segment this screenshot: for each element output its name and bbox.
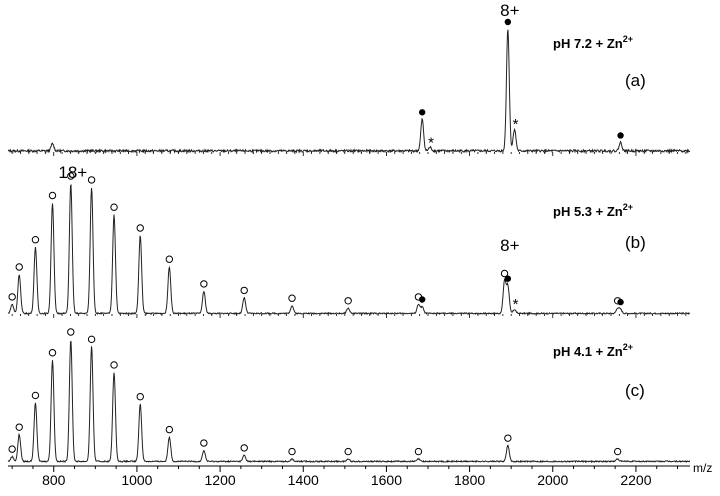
open-peak-marker <box>110 361 118 369</box>
x-tick-label: 1200 <box>205 472 236 488</box>
spectrum-trace <box>7 29 691 154</box>
spectrum-panel-1: * * pH 7.2 + Zn2+ (a) 8+ <box>7 1 691 156</box>
filled-peak-marker <box>418 109 426 116</box>
x-tick-label: 2000 <box>537 472 568 488</box>
x-tick-label: 1000 <box>121 472 152 488</box>
open-peak-marker <box>87 176 96 184</box>
open-peak-marker <box>136 224 144 232</box>
condition-label: pH 7.2 + Zn2+ <box>553 34 633 51</box>
star-peak-marker: * <box>513 296 519 313</box>
open-peak-marker <box>8 293 16 301</box>
charge-state-label: 8+ <box>500 1 519 20</box>
open-peak-marker <box>165 255 174 263</box>
open-peak-marker <box>136 392 144 401</box>
open-peak-marker <box>414 447 423 456</box>
open-peak-marker <box>200 439 208 447</box>
x-tick-label: 800 <box>42 472 66 488</box>
condition-label: pH 5.3 + Zn2+ <box>553 202 633 219</box>
filled-peak-marker <box>418 296 426 303</box>
x-axis-unit: m/z <box>693 461 712 475</box>
charge-state-label: 18+ <box>58 163 87 182</box>
open-peak-marker <box>110 203 118 211</box>
x-axis: 800 1000 1200 1400 1600 1800 2000 2200 m/z <box>8 461 712 488</box>
open-peak-marker <box>500 269 509 278</box>
open-peak-marker <box>200 280 208 288</box>
x-axis-ticks: 800 1000 1200 1400 1600 1800 2000 2200 <box>11 466 679 488</box>
open-peak-marker <box>8 445 16 453</box>
star-peak-marker: * <box>428 134 434 151</box>
filled-peak-marker <box>504 18 512 26</box>
open-peak-marker <box>48 349 57 357</box>
panel-label: (c) <box>625 381 645 400</box>
filled-peak-marker <box>617 298 624 306</box>
open-peak-marker <box>288 294 296 302</box>
open-peak-marker <box>613 447 622 456</box>
panel-label: (a) <box>625 71 646 90</box>
open-peak-marker <box>48 191 57 200</box>
spectrum-trace <box>7 340 690 464</box>
spectrum-panel-2: * pH 5.3 + Zn2+ (b) 18+ 8+ <box>7 163 690 318</box>
spectra-panels: * * pH 7.2 + Zn2+ (a) 8+ * pH 5.3 + Zn2+ (b) 18+… <box>7 1 691 464</box>
spectrum-trace <box>7 183 690 316</box>
open-peak-marker <box>67 172 75 180</box>
open-peak-marker <box>165 425 174 434</box>
spectrum-panel-3: pH 4.1 + Zn2+ (c) <box>7 328 690 464</box>
filled-peak-marker <box>504 275 512 282</box>
x-tick-label: 1800 <box>454 472 485 488</box>
condition-label: pH 4.1 + Zn2+ <box>553 342 633 359</box>
x-tick-label: 1600 <box>371 472 402 488</box>
charge-state-label: 8+ <box>500 236 519 255</box>
open-peak-marker <box>15 263 23 271</box>
condition-superscript: 2+ <box>623 342 633 352</box>
open-peak-marker <box>67 328 75 336</box>
x-tick-label: 2200 <box>620 472 651 488</box>
open-peak-marker <box>240 286 248 295</box>
open-peak-marker <box>344 297 352 305</box>
condition-superscript: 2+ <box>623 34 633 44</box>
open-peak-marker <box>87 335 96 344</box>
panel-label: (b) <box>625 233 646 252</box>
open-peak-marker <box>31 236 40 244</box>
open-peak-marker <box>288 447 296 456</box>
open-peak-marker <box>344 447 352 456</box>
open-peak-marker <box>504 434 512 442</box>
x-tick-label: 1400 <box>288 472 319 488</box>
filled-peak-marker <box>617 132 624 139</box>
open-peak-marker <box>31 391 40 400</box>
open-peak-marker <box>15 423 23 431</box>
condition-superscript: 2+ <box>623 202 633 212</box>
star-peak-marker: * <box>513 116 519 133</box>
open-peak-marker <box>240 444 248 452</box>
